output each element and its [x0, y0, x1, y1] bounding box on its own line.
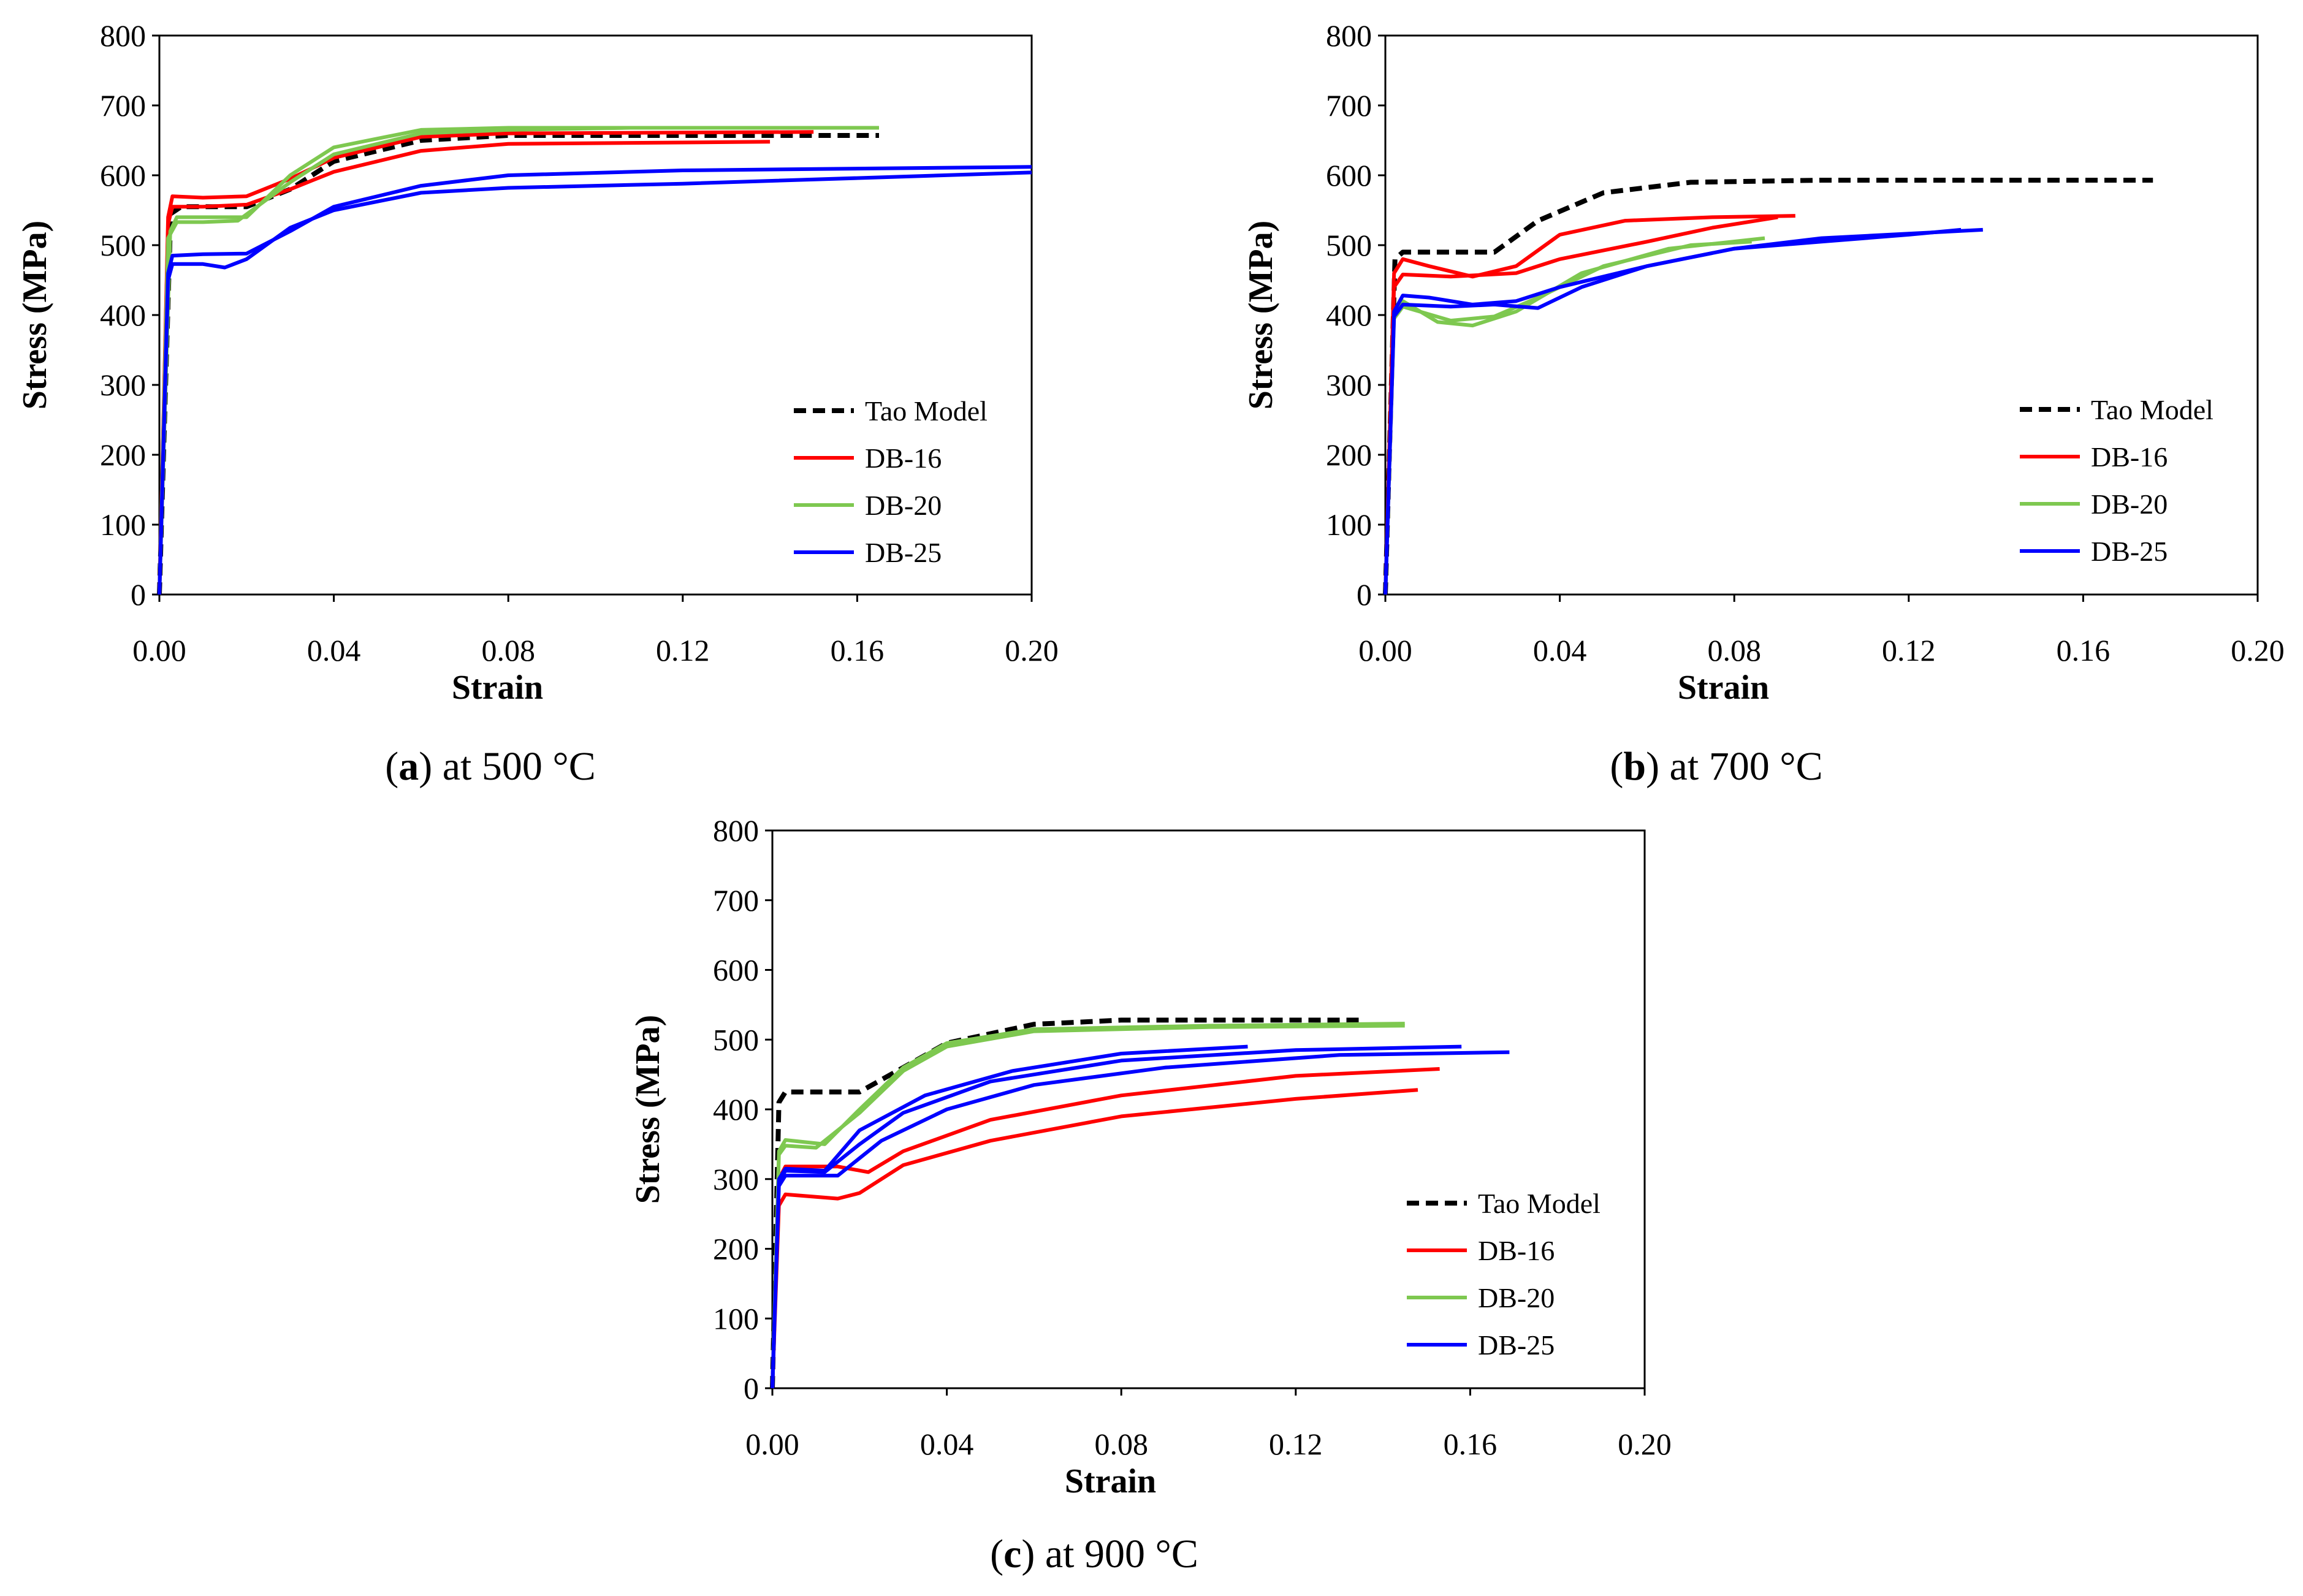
x-axis-title: Strain — [1678, 669, 1769, 707]
legend-label-db-25: DB-25 — [2091, 536, 2168, 567]
legend-label-tao-model: Tao Model — [865, 395, 988, 427]
y-tick-label: 500 — [100, 228, 146, 262]
y-tick-label: 600 — [1326, 158, 1372, 192]
y-tick-label: 400 — [100, 298, 146, 332]
y-tick-label: 300 — [713, 1162, 759, 1196]
legend-label-db-20: DB-20 — [2091, 488, 2168, 520]
y-tick-label: 200 — [1326, 438, 1372, 472]
series-line-db-25 — [158, 170, 1032, 595]
x-tick-label: 0.20 — [2231, 633, 2285, 667]
y-axis-title: Stress (MPa) — [629, 1015, 667, 1204]
series-line-db-16 — [1384, 215, 1778, 595]
y-tick-label: 700 — [1326, 88, 1372, 123]
legend-label-db-16: DB-16 — [2091, 441, 2168, 473]
series-line-db-25 — [771, 1044, 1248, 1389]
y-tick-label: 500 — [1326, 228, 1372, 262]
y-tick-label: 300 — [100, 368, 146, 402]
series-line-db-16 — [771, 1088, 1418, 1389]
y-tick-label: 200 — [713, 1232, 759, 1266]
y-tick-label: 600 — [100, 158, 146, 192]
series-line-db-16 — [1384, 214, 1795, 595]
y-tick-label: 400 — [1326, 298, 1372, 332]
legend-label-db-20: DB-20 — [865, 490, 942, 521]
y-tick-label: 700 — [100, 88, 146, 123]
x-tick-label: 0.00 — [132, 633, 186, 667]
panel-c-chart: 0 100 200 300 400 500 600 700 800 0.00 0.04 0.08 0.1… — [629, 813, 1672, 1500]
series-line-db-25 — [771, 1050, 1510, 1389]
y-tick-label: 300 — [1326, 368, 1372, 402]
legend-label-db-16: DB-16 — [865, 443, 942, 474]
y-tick-label: 100 — [713, 1301, 759, 1336]
x-tick-label: 0.04 — [920, 1427, 974, 1461]
x-tick-label: 0.08 — [1094, 1427, 1148, 1461]
y-tick-label: 100 — [100, 507, 146, 542]
x-tick-label: 0.08 — [1707, 633, 1761, 667]
x-tick-label: 0.16 — [2057, 633, 2111, 667]
y-axis-title: Stress (MPa) — [1242, 221, 1280, 409]
panel-b-chart: 0 100 200 300 400 500 600 700 800 0.00 0.04 0.08 0.1… — [1242, 18, 2285, 707]
caption-c: (c) at 900 °C — [990, 1532, 1198, 1576]
x-tick-label: 0.04 — [307, 633, 361, 667]
x-tick-label: 0.12 — [1882, 633, 1936, 667]
y-tick-label: 800 — [1326, 18, 1372, 53]
x-tick-label: 0.00 — [1358, 633, 1412, 667]
y-tick-label: 100 — [1326, 507, 1372, 542]
y-tick-label: 500 — [713, 1022, 759, 1057]
legend-label-tao-model: Tao Model — [2091, 394, 2214, 425]
legend-label-db-25: DB-25 — [865, 537, 942, 568]
y-tick-label: 800 — [100, 18, 146, 53]
y-tick-label: 700 — [713, 883, 759, 918]
series-line-db-25 — [1384, 227, 1962, 595]
x-axis-title: Strain — [1065, 1462, 1156, 1500]
series-line-db-16 — [158, 130, 814, 595]
series-line-db-20 — [158, 126, 631, 595]
y-tick-label: 0 — [131, 577, 146, 612]
x-tick-label: 0.20 — [1005, 633, 1059, 667]
legend-label-db-20: DB-20 — [1478, 1282, 1555, 1313]
y-tick-label: 0 — [1357, 577, 1372, 612]
x-tick-label: 0.08 — [481, 633, 535, 667]
caption-a: (a) at 500 °C — [385, 744, 596, 789]
y-tick-label: 400 — [713, 1092, 759, 1127]
x-axis-title: Strain — [452, 669, 543, 707]
x-tick-label: 0.00 — [745, 1427, 799, 1461]
x-tick-label: 0.20 — [1618, 1427, 1672, 1461]
panel-a-chart: 0 100 200 300 400 500 600 700 800 0.00 0.04 0.08 0.1… — [16, 18, 1059, 707]
x-tick-label: 0.12 — [1269, 1427, 1323, 1461]
x-tick-label: 0.04 — [1533, 633, 1587, 667]
y-axis-title: Stress (MPa) — [16, 221, 54, 409]
x-tick-label: 0.16 — [831, 633, 885, 667]
legend-label-tao-model: Tao Model — [1478, 1188, 1601, 1219]
series-line-db-20 — [771, 1024, 1405, 1389]
y-tick-label: 600 — [713, 953, 759, 987]
y-tick-label: 200 — [100, 438, 146, 472]
legend-label-db-16: DB-16 — [1478, 1235, 1555, 1266]
legend-label-db-25: DB-25 — [1478, 1329, 1555, 1361]
x-tick-label: 0.16 — [1444, 1427, 1498, 1461]
y-tick-label: 800 — [713, 813, 759, 848]
y-tick-label: 0 — [744, 1371, 759, 1405]
x-tick-label: 0.12 — [656, 633, 710, 667]
caption-b: (b) at 700 °C — [1610, 744, 1822, 789]
series-line-db-25 — [158, 165, 1032, 595]
